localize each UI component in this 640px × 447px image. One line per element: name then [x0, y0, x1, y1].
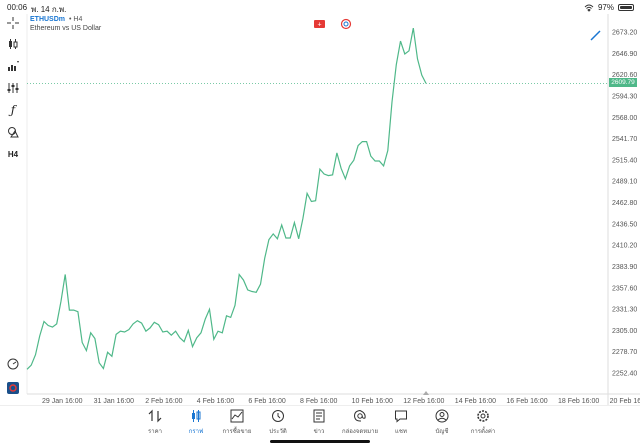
nav-news[interactable]: ข่าว [299, 409, 339, 436]
x-tick-label: 29 Jan 16:00 [42, 398, 83, 405]
x-tick-label: 16 Feb 16:00 [506, 398, 547, 405]
wifi-icon [584, 4, 594, 12]
nav-label: กราฟ [188, 429, 204, 435]
crosshair-icon[interactable] [5, 15, 21, 31]
chat-icon [395, 410, 407, 423]
status-date: พ. 14 ก.พ. [31, 5, 67, 14]
adjust-icon[interactable] [5, 80, 21, 96]
x-tick-label: 18 Feb 16:00 [558, 398, 599, 405]
nav-quotes[interactable]: ราคา [135, 409, 175, 436]
nav-chat[interactable]: แชท [381, 409, 421, 436]
indicators-icon[interactable] [5, 58, 21, 74]
price-chart[interactable]: 2673.20 2646.90 2620.60 2594.30 2568.00 2541.… [0, 14, 640, 409]
price-series-line [26, 27, 427, 370]
nav-label: ประวัติ [269, 429, 287, 435]
news-icon [313, 409, 325, 423]
x-tick-label: 6 Feb 16:00 [248, 398, 285, 405]
signals-icon[interactable] [5, 380, 21, 396]
y-tick-label: 2568.00 [612, 115, 637, 122]
nav-chart[interactable]: กราฟ [176, 409, 216, 436]
mail-icon [353, 409, 366, 422]
function-icon[interactable]: ƒ [10, 103, 16, 117]
x-tick-label: 8 Feb 16:00 [300, 398, 337, 405]
trade-icon [230, 409, 244, 423]
scroll-marker-icon[interactable] [423, 391, 429, 395]
chart-icon [192, 410, 201, 422]
status-right: 97% [584, 3, 634, 12]
chart-header: ETHUSDm • H4 Ethereum vs US Dollar [30, 15, 101, 33]
y-tick-label: 2357.60 [612, 285, 637, 292]
y-tick-label: 2410.20 [612, 243, 637, 250]
timeframe-icon[interactable]: H4 [7, 149, 19, 159]
nav-settings[interactable]: การตั้งค่า [463, 409, 503, 436]
x-tick-label: 14 Feb 16:00 [455, 398, 496, 405]
nav-mailbox[interactable]: กล่องจดหมาย [340, 409, 380, 436]
left-toolbar: ƒ H4 [0, 14, 26, 414]
timeframe-label: • H4 [69, 16, 83, 23]
quotes-icon [148, 409, 162, 423]
x-tick-label: 12 Feb 16:00 [403, 398, 444, 405]
settings-icon [477, 410, 489, 422]
y-tick-label: 2331.30 [612, 307, 637, 314]
signals-button-icon[interactable] [340, 18, 352, 30]
draw-line-icon[interactable] [590, 30, 601, 41]
y-tick-label: 2646.90 [612, 51, 637, 58]
status-time: 00:06 [7, 3, 28, 12]
y-tick-label: 2673.20 [612, 30, 637, 37]
y-tick-label: 2515.40 [612, 157, 637, 164]
battery-percent: 97% [597, 3, 614, 12]
timeframe-value: H4 [73, 16, 83, 23]
status-bar: 00:06 พ. 14 ก.พ. 97% [0, 0, 640, 14]
symbol-description: Ethereum vs US Dollar [30, 25, 102, 32]
y-tick-label: 2462.80 [612, 200, 637, 207]
nav-label: แชท [395, 429, 407, 435]
y-tick-label: 2489.10 [612, 179, 637, 186]
nav-label: กล่องจดหมาย [341, 429, 379, 435]
y-tick-label: 2305.00 [612, 328, 637, 335]
nav-account[interactable]: บัญชี [422, 409, 462, 436]
nav-label: การซื้อขาย [222, 429, 252, 435]
y-tick-label: 2594.30 [612, 93, 637, 100]
x-tick-label: 31 Jan 16:00 [94, 398, 135, 405]
nav-trade[interactable]: การซื้อขาย [217, 409, 257, 436]
objects-icon[interactable] [5, 124, 21, 140]
y-tick-label: 2620.60 [612, 72, 637, 79]
nav-label: การตั้งค่า [470, 429, 496, 435]
x-tick-label: 20 Feb 16 [610, 398, 640, 405]
symbol-label[interactable]: ETHUSDm [30, 16, 66, 23]
battery-icon [618, 4, 634, 11]
nav-label: ข่าว [313, 429, 325, 435]
current-price-badge: 2609.79 [609, 78, 637, 87]
x-tick-label: 10 Feb 16:00 [352, 398, 393, 405]
y-tick-label: 2383.90 [612, 264, 637, 271]
y-tick-label: 2541.70 [612, 136, 637, 143]
buy-sell-toggle-icon[interactable]: + [314, 20, 325, 29]
history-icon [272, 410, 284, 422]
nav-label: บัญชี [435, 429, 449, 435]
svg-text:+: + [317, 22, 321, 29]
candlestick-icon[interactable] [5, 36, 21, 52]
y-tick-label: 2252.40 [612, 371, 637, 378]
x-tick-label: 2 Feb 16:00 [145, 398, 182, 405]
battery-fill [620, 6, 632, 9]
x-tick-label: 4 Feb 16:00 [197, 398, 234, 405]
home-indicator [270, 440, 370, 443]
nav-label: ราคา [148, 429, 162, 435]
y-tick-label: 2436.50 [612, 221, 637, 228]
speedometer-icon[interactable] [5, 356, 21, 372]
y-tick-label: 2278.70 [612, 349, 637, 356]
nav-history[interactable]: ประวัติ [258, 409, 298, 436]
account-icon [435, 409, 449, 423]
